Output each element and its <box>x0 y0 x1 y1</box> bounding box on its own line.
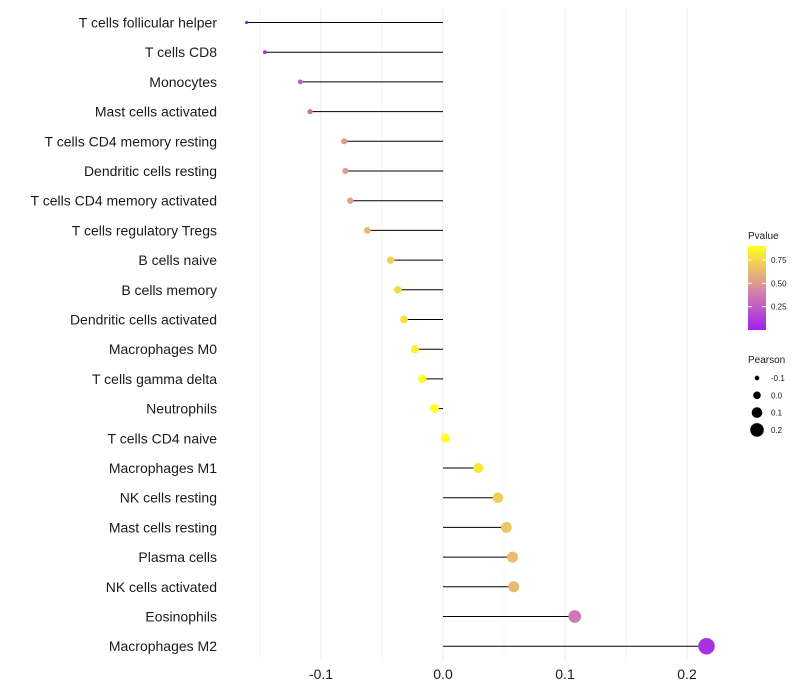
size-legend-label: 0.0 <box>771 391 783 400</box>
size-legend-dot <box>754 375 760 381</box>
category-label: Macrophages M2 <box>109 638 217 654</box>
pvalue-legend-title: Pvalue <box>748 231 779 242</box>
category-label: B cells naive <box>138 252 217 268</box>
category-label: Eosinophils <box>145 609 217 625</box>
data-point <box>508 581 520 593</box>
size-legend-dot <box>750 423 764 437</box>
data-point <box>568 610 582 623</box>
category-label: T cells regulatory Tregs <box>72 222 217 238</box>
category-label: B cells memory <box>121 282 217 298</box>
size-legend-label: -0.1 <box>771 374 785 383</box>
colorbar-tick-label: 0.50 <box>771 279 787 288</box>
data-point <box>307 109 313 115</box>
data-point <box>492 492 504 503</box>
category-label: Dendritic cells resting <box>84 163 217 179</box>
category-label: NK cells activated <box>106 579 217 595</box>
data-point <box>341 138 348 145</box>
x-axis-tick-labels: -0.1 0.0 0.1 0.2 <box>309 666 697 682</box>
data-point <box>410 345 420 354</box>
category-label: Plasma cells <box>138 549 217 565</box>
pvalue-colorbar <box>748 246 766 330</box>
category-label: Mast cells activated <box>95 104 217 120</box>
category-label: Monocytes <box>149 74 217 90</box>
x-tick-label: 0.2 <box>677 666 697 682</box>
size-legend-dot <box>753 391 761 400</box>
category-label: T cells CD4 naive <box>108 430 218 446</box>
size-legend-label: 0.2 <box>771 426 783 435</box>
pearson-legend-title: Pearson <box>748 355 785 366</box>
data-point <box>473 463 484 473</box>
category-label: Macrophages M1 <box>109 460 217 476</box>
category-labels: T cells follicular helper T cells CD8 Mono… <box>31 15 218 655</box>
data-point <box>394 285 402 294</box>
x-tick-label: 0.0 <box>433 666 453 682</box>
data-point <box>501 522 512 533</box>
data-point <box>342 167 349 175</box>
category-label: T cells CD8 <box>145 44 217 60</box>
category-label: Mast cells resting <box>109 519 217 535</box>
category-label: Neutrophils <box>146 401 217 417</box>
data-point <box>430 404 439 413</box>
category-label: Macrophages M0 <box>109 341 217 357</box>
grid-layer <box>259 8 688 660</box>
colorbar-tick-label: 0.75 <box>771 256 787 265</box>
colorbar-tick-label: 0.25 <box>771 303 787 312</box>
category-label: T cells CD4 memory resting <box>45 133 217 149</box>
x-tick-label: -0.1 <box>309 666 333 682</box>
category-label: NK cells resting <box>120 490 217 506</box>
data-point <box>418 374 427 384</box>
data-point <box>386 256 395 264</box>
category-label: Dendritic cells activated <box>70 312 217 328</box>
data-point <box>244 20 249 25</box>
data-point <box>440 433 450 443</box>
pearson-legend: Pearson -0.1 0.0 0.1 0.2 <box>748 355 785 437</box>
data-point <box>698 637 715 655</box>
size-legend-label: 0.1 <box>771 409 783 418</box>
category-label: T cells follicular helper <box>79 15 218 31</box>
dots-layer <box>244 20 715 655</box>
data-point <box>297 79 303 85</box>
data-point <box>400 315 408 324</box>
data-point <box>262 50 267 55</box>
category-label: T cells CD4 memory activated <box>31 193 217 209</box>
data-point <box>363 227 371 234</box>
size-legend-dot <box>751 407 763 418</box>
stems-layer <box>246 22 707 647</box>
x-tick-label: 0.1 <box>555 666 575 682</box>
pvalue-legend: Pvalue 0.25 0.50 0.75 <box>748 231 787 330</box>
category-label: T cells gamma delta <box>92 371 217 387</box>
data-point <box>347 197 354 204</box>
data-point <box>507 551 519 563</box>
